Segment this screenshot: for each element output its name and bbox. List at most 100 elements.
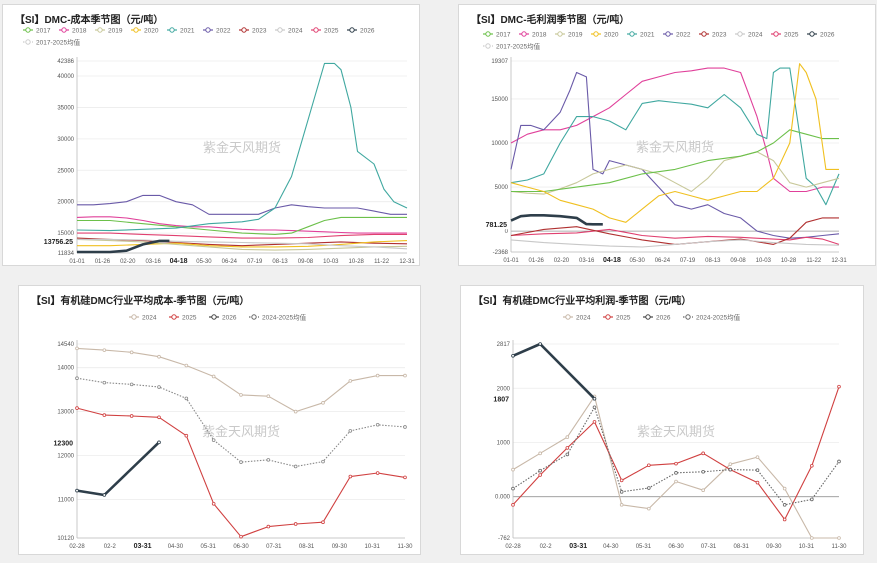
legend-item[interactable]: 2019 xyxy=(555,31,583,38)
legend-item[interactable]: 2022 xyxy=(203,27,231,34)
data-point xyxy=(755,480,760,485)
x-tick-label: 08-13 xyxy=(705,258,721,264)
legend-item[interactable]: 2026 xyxy=(347,27,375,34)
y-tick-label: 1000 xyxy=(497,440,511,446)
x-tick-label: 06-30 xyxy=(668,544,684,550)
legend-item[interactable]: 2017-2025均值 xyxy=(23,37,81,46)
highlight-value-bg xyxy=(461,218,509,230)
legend-item[interactable]: 2024 xyxy=(563,314,591,321)
data-point xyxy=(157,354,161,359)
chart-panel-industry-cost: 【SI】有机硅DMC行业平均成本-季节图（元/吨） 2024 2025 2026 20… xyxy=(18,285,421,555)
x-tick-label: 03-16 xyxy=(579,258,595,264)
svg-text:2024: 2024 xyxy=(288,27,303,34)
data-point xyxy=(239,534,243,539)
legend-item[interactable]: 2017 xyxy=(483,31,511,38)
data-point xyxy=(348,474,353,479)
data-point xyxy=(511,467,515,472)
data-point xyxy=(728,467,733,472)
svg-text:2026: 2026 xyxy=(656,314,671,321)
legend-item[interactable]: 2021 xyxy=(167,27,195,34)
legend-item[interactable]: 2018 xyxy=(519,31,547,38)
legend-item[interactable]: 2024-2025均值 xyxy=(683,312,741,321)
legend-item[interactable]: 2024 xyxy=(275,27,303,34)
legend-item[interactable]: 2024 xyxy=(735,31,763,38)
legend-item[interactable]: 2020 xyxy=(131,27,159,34)
data-point xyxy=(755,468,760,472)
legend-item[interactable]: 2024 xyxy=(129,314,157,321)
data-point xyxy=(184,363,189,368)
data-point xyxy=(102,493,107,497)
y-tick-label: 15000 xyxy=(491,97,508,103)
legend-item[interactable]: 2017-2025均值 xyxy=(483,41,541,50)
svg-text:2020: 2020 xyxy=(604,31,619,38)
data-point xyxy=(647,506,651,511)
data-point xyxy=(129,414,134,418)
data-point xyxy=(592,405,597,410)
svg-text:2026: 2026 xyxy=(820,31,835,38)
legend-item[interactable]: 2026 xyxy=(807,31,835,38)
legend-item[interactable]: 2024-2025均值 xyxy=(249,312,307,321)
legend-item[interactable]: 2025 xyxy=(311,27,339,34)
y-tick-label: 10120 xyxy=(57,536,74,542)
data-point xyxy=(184,433,189,438)
data-point xyxy=(266,394,271,399)
legend-item[interactable]: 2025 xyxy=(169,314,197,321)
legend-item[interactable]: 2023 xyxy=(699,31,727,38)
x-tick-label: 06-30 xyxy=(233,544,249,550)
x-tick-label: 04-18 xyxy=(170,258,188,265)
legend-item[interactable]: 2023 xyxy=(239,27,267,34)
data-point xyxy=(211,501,216,506)
x-tick-label: 08-31 xyxy=(299,544,315,550)
legend-item[interactable]: 2020 xyxy=(591,31,619,38)
watermark: 紫金天风期货 xyxy=(637,424,715,439)
svg-text:2019: 2019 xyxy=(568,31,583,38)
data-point xyxy=(538,468,542,473)
data-point xyxy=(348,379,353,383)
data-point xyxy=(565,452,570,457)
series-line-2026 xyxy=(510,214,603,226)
series-line-avg xyxy=(512,406,840,506)
x-tick-label: 01-26 xyxy=(529,258,545,264)
legend-item[interactable]: 2022 xyxy=(663,31,691,38)
data-point xyxy=(511,353,515,358)
data-point xyxy=(538,473,542,477)
x-tick-label: 05-31 xyxy=(636,544,652,550)
legend-item[interactable]: 2018 xyxy=(59,27,87,34)
x-tick-label: 01-01 xyxy=(503,258,519,264)
x-tick-label: 02-28 xyxy=(69,544,85,550)
legend-item[interactable]: 2019 xyxy=(95,27,123,34)
legend-item[interactable]: 2026 xyxy=(209,314,237,321)
data-point xyxy=(782,517,787,522)
x-tick-label: 04-30 xyxy=(603,544,619,550)
legend-item[interactable]: 2017 xyxy=(23,27,51,34)
data-point xyxy=(129,350,134,355)
svg-text:2026: 2026 xyxy=(360,27,375,34)
data-point xyxy=(75,376,79,381)
legend-item[interactable]: 2026 xyxy=(643,314,671,321)
legend-item[interactable]: 2021 xyxy=(627,31,655,38)
legend-item[interactable]: 2025 xyxy=(603,314,631,321)
chart-title: 【SI】有机硅DMC行业平均成本-季节图（元/吨） xyxy=(31,296,250,307)
data-point xyxy=(321,520,325,524)
series-line-2017 xyxy=(511,129,839,193)
data-point xyxy=(348,429,353,433)
data-point xyxy=(674,461,678,466)
data-point xyxy=(403,373,407,378)
data-point xyxy=(157,385,161,389)
x-tick-label: 02-20 xyxy=(554,258,570,264)
data-point xyxy=(293,522,298,526)
x-tick-label: 12-31 xyxy=(399,259,415,265)
legend-item[interactable]: 2025 xyxy=(771,31,799,38)
svg-text:2022: 2022 xyxy=(676,31,691,38)
data-point xyxy=(75,406,79,410)
x-tick-label: 05-30 xyxy=(629,258,645,264)
svg-text:2018: 2018 xyxy=(532,31,547,38)
y-tick-label: 5000 xyxy=(495,185,509,191)
y-tick-label: 25000 xyxy=(57,168,74,174)
y-tick-label: 15000 xyxy=(57,231,74,237)
x-tick-label: 10-03 xyxy=(756,258,772,264)
y-tick-label: 20000 xyxy=(57,200,74,206)
data-point xyxy=(647,486,651,490)
data-point xyxy=(810,536,814,540)
data-point xyxy=(837,459,841,464)
